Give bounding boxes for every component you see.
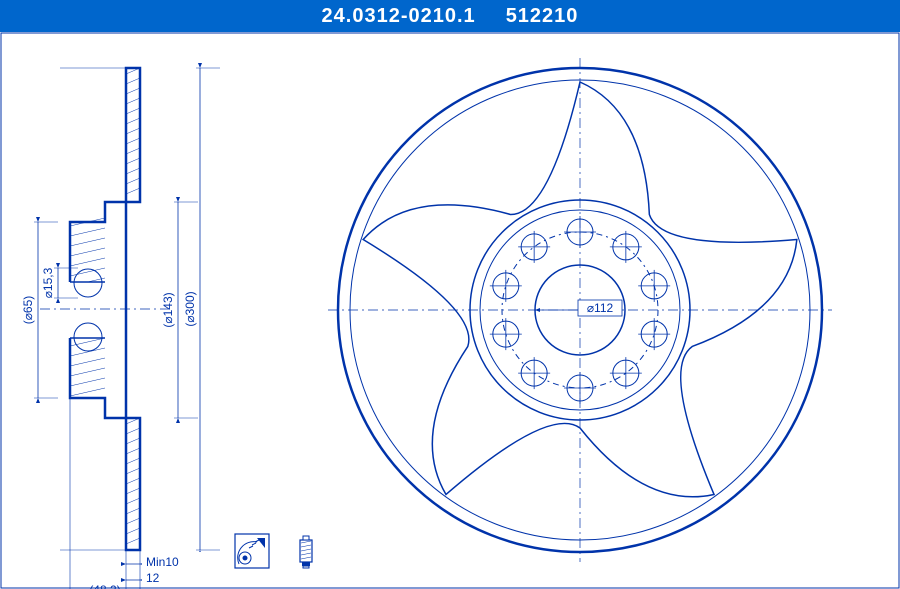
svg-text:⌀15,3: ⌀15,3 [41, 267, 55, 298]
header-bar: 24.0312-0210.1 512210 [0, 0, 900, 32]
part-number-primary: 24.0312-0210.1 [322, 5, 476, 28]
technical-drawing: ⌀112(⌀300)(⌀143)(⌀65)⌀15,3Min1012(48,2)M… [0, 32, 900, 589]
svg-text:⌀112: ⌀112 [587, 301, 614, 315]
svg-text:(⌀65): (⌀65) [21, 296, 35, 325]
svg-text:12: 12 [146, 571, 160, 585]
part-number-secondary: 512210 [506, 5, 579, 28]
svg-text:(⌀300): (⌀300) [183, 291, 197, 326]
svg-text:Min10: Min10 [146, 555, 179, 569]
svg-text:(48,2): (48,2) [89, 583, 120, 589]
svg-text:(⌀143): (⌀143) [161, 292, 175, 327]
